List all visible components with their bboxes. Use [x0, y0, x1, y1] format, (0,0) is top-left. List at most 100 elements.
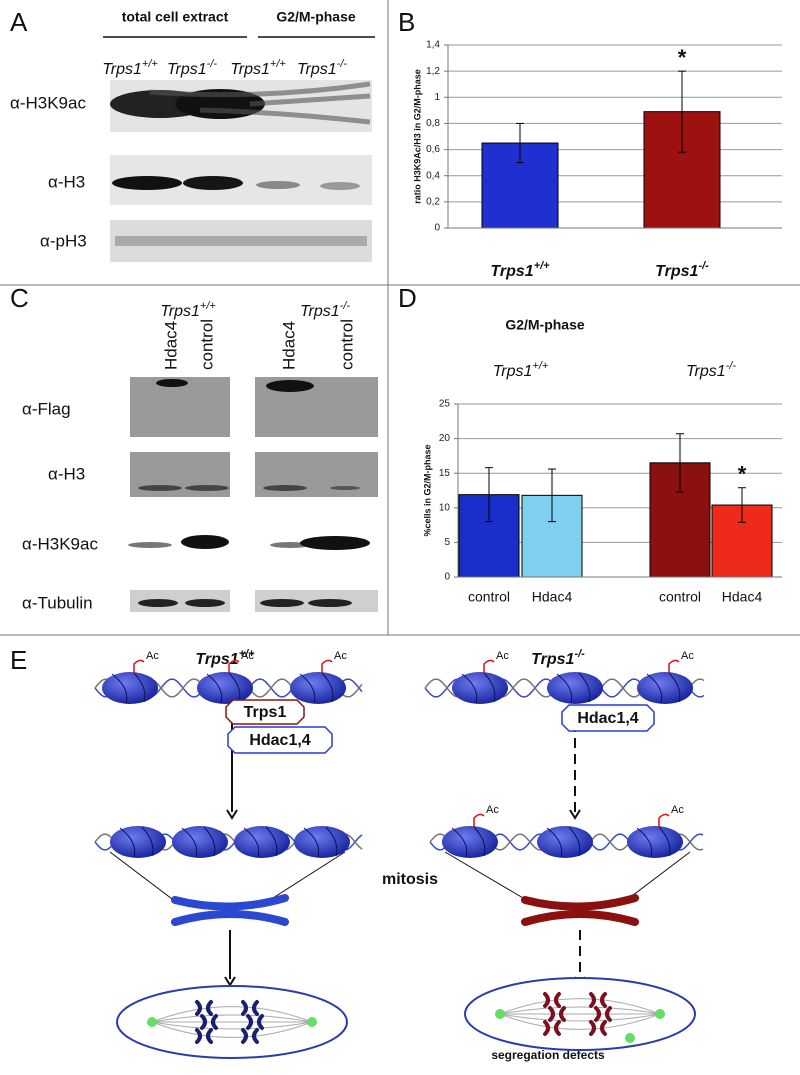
y-tick-label: 25 — [439, 399, 451, 410]
genotype-label: Trps1+/+ — [195, 648, 255, 668]
genotype-label: Trps1+/+ — [490, 260, 550, 280]
panel-letter: B — [398, 7, 415, 37]
genotype-name: Trps1 — [300, 303, 340, 320]
spindle — [499, 1006, 661, 1015]
genotype-name: Trps1 — [230, 61, 270, 78]
acetyl-label: Ac — [241, 650, 254, 662]
genotype-superscript: -/- — [698, 260, 709, 272]
chromatid — [257, 1014, 264, 1030]
spindle — [499, 1013, 661, 1030]
significance-mark: * — [678, 45, 687, 70]
factor-label: Hdac1,4 — [577, 710, 638, 727]
genotype-label: Trps1-/- — [297, 58, 347, 78]
genotype-label: Trps1-/- — [531, 648, 585, 668]
nucleosome — [452, 672, 508, 704]
y-tick-label: 1,2 — [426, 66, 440, 77]
outcome-label: segregation defects — [491, 1048, 605, 1062]
spindle — [151, 1021, 313, 1038]
y-tick-label: 1,4 — [426, 40, 440, 51]
chromatid — [206, 1028, 213, 1044]
centrosome — [655, 1009, 665, 1019]
centrosome — [495, 1009, 505, 1019]
spindle — [499, 998, 661, 1015]
genotype-superscript: -/- — [574, 648, 585, 660]
chromatid — [246, 1014, 253, 1030]
y-tick-label: 15 — [439, 468, 451, 479]
nucleosome — [442, 826, 498, 858]
genotype-superscript: +/+ — [142, 58, 158, 70]
genotype-superscript: -/- — [207, 58, 218, 70]
nucleosome-wrap — [556, 672, 591, 704]
genotype-name: Trps1 — [493, 363, 533, 380]
factor-box — [227, 726, 333, 754]
acetyl-label: Ac — [334, 650, 347, 662]
y-tick-label: 1 — [434, 92, 440, 103]
acetyl-label: Ac — [496, 650, 509, 662]
nucleosome-wrap — [111, 672, 146, 704]
blot-label: α-pH3 — [40, 231, 87, 250]
y-tick-label: 20 — [439, 433, 451, 444]
blots-a — [110, 80, 372, 262]
nucleosome — [102, 672, 158, 704]
error-bar — [676, 433, 684, 493]
spindle — [151, 1014, 313, 1023]
factor-label: Trps1 — [244, 704, 287, 721]
x-tick-label: control — [659, 589, 701, 605]
nucleosome — [294, 826, 350, 858]
acetyl-label: Ac — [146, 650, 159, 662]
factor-box — [561, 704, 655, 732]
arrow-head — [569, 809, 581, 820]
y-tick-label: 10 — [439, 502, 451, 513]
chromosome — [171, 894, 289, 926]
blot-label: α-H3K9ac — [22, 534, 98, 553]
genotype-name: Trps1 — [655, 263, 698, 280]
guide-line — [444, 851, 536, 906]
nucleosome — [537, 826, 593, 858]
chromatid — [594, 1006, 601, 1022]
chromatid — [241, 1000, 248, 1016]
nucleosome-wrap — [299, 672, 334, 704]
chromatid — [554, 992, 561, 1008]
nucleosome-wrap — [646, 672, 681, 704]
nucleosome-wrap — [303, 826, 338, 858]
centrosome — [625, 1033, 635, 1043]
y-axis-label: ratio H3K9Ac/H3 in G2/M-phase — [412, 69, 422, 204]
factor-label: Hdac1,4 — [249, 732, 310, 749]
genotype-label: Trps1+/+ — [160, 300, 216, 320]
acetyl-label: Ac — [681, 650, 694, 662]
nucleosome-wrap — [243, 826, 278, 858]
chromatid — [589, 1020, 596, 1036]
blot-label: α-Flag — [22, 399, 71, 418]
chromatid — [589, 992, 596, 1008]
chromatid — [252, 1000, 259, 1016]
genotype-label: Trps1-/- — [655, 260, 709, 280]
genotype-name: Trps1 — [531, 651, 574, 668]
error-bar — [485, 467, 493, 523]
blot-label: α-H3 — [48, 464, 85, 483]
acetyl-stalk — [668, 659, 680, 673]
genotype-name: Trps1 — [102, 61, 142, 78]
error-bar — [678, 70, 686, 153]
chromatid — [600, 992, 607, 1008]
arrow-head — [224, 976, 236, 987]
guide-line — [261, 851, 346, 906]
error-bar — [516, 122, 524, 164]
centrosome — [147, 1017, 157, 1027]
centrosome — [307, 1017, 317, 1027]
y-tick-label: 5 — [444, 537, 450, 548]
nucleosome-wrap — [636, 826, 671, 858]
genotype-label: Trps1-/- — [167, 58, 217, 78]
nucleosome — [172, 826, 228, 858]
genotype-superscript: -/- — [340, 300, 351, 312]
chromatid — [206, 1000, 213, 1016]
panel-letter: E — [10, 645, 27, 675]
lane-label: Hdac4 — [279, 321, 298, 370]
acetyl-stalk — [473, 813, 485, 827]
genotype-name: Trps1 — [686, 363, 726, 380]
chromatid — [543, 1020, 550, 1036]
error-bar — [548, 468, 556, 523]
chromatid — [200, 1014, 207, 1030]
nucleosome — [637, 672, 693, 704]
nucleosome-wrap — [119, 826, 154, 858]
